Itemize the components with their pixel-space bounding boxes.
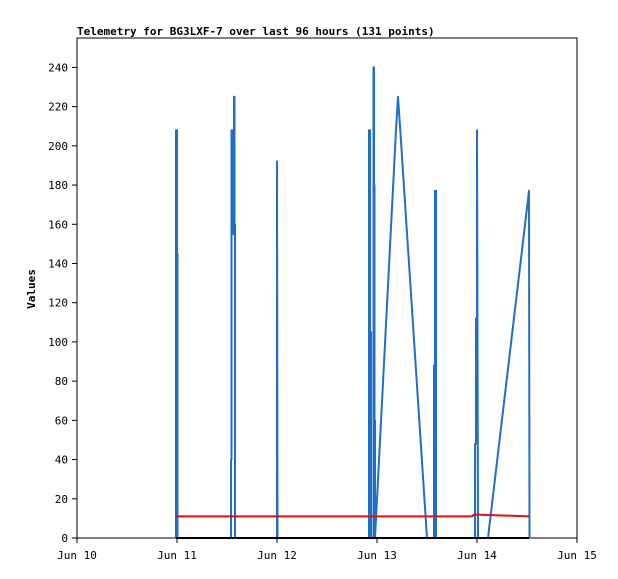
x-tick-label: Jun 11	[157, 549, 197, 562]
y-tick-label: 100	[48, 336, 68, 349]
x-tick-label: Jun 12	[257, 549, 297, 562]
y-axis-ticks: 0 20 40 60 80 100 120 140 160 180 200 220 240	[48, 61, 77, 545]
y-tick-label: 200	[48, 140, 68, 153]
x-tick-label: Jun 13	[357, 549, 397, 562]
y-tick-label: 220	[48, 101, 68, 114]
y-tick-label: 180	[48, 179, 68, 192]
y-axis-label: Values	[25, 269, 38, 309]
plot-area	[76, 37, 578, 539]
y-tick-label: 140	[48, 257, 68, 270]
y-tick-label: 240	[48, 61, 68, 74]
chart-title: Telemetry for BG3LXF-7 over last 96 hour…	[77, 25, 435, 38]
y-tick-label: 160	[48, 218, 68, 231]
y-tick-label: 80	[55, 375, 68, 388]
series-line-2	[176, 513, 530, 518]
series-line-1	[175, 66, 531, 539]
plot-frame	[76, 37, 578, 539]
y-tick-label: 0	[61, 532, 68, 545]
y-tick-label: 20	[55, 493, 68, 506]
y-tick-label: 120	[48, 297, 68, 310]
x-axis-ticks: Jun 10 Jun 11 Jun 12 Jun 13 Jun 14 Jun 15	[57, 538, 597, 562]
y-tick-label: 40	[55, 454, 68, 467]
x-tick-label: Jun 14	[457, 549, 497, 562]
x-tick-label: Jun 15	[557, 549, 597, 562]
y-tick-label: 60	[55, 414, 68, 427]
x-tick-label: Jun 10	[57, 549, 97, 562]
